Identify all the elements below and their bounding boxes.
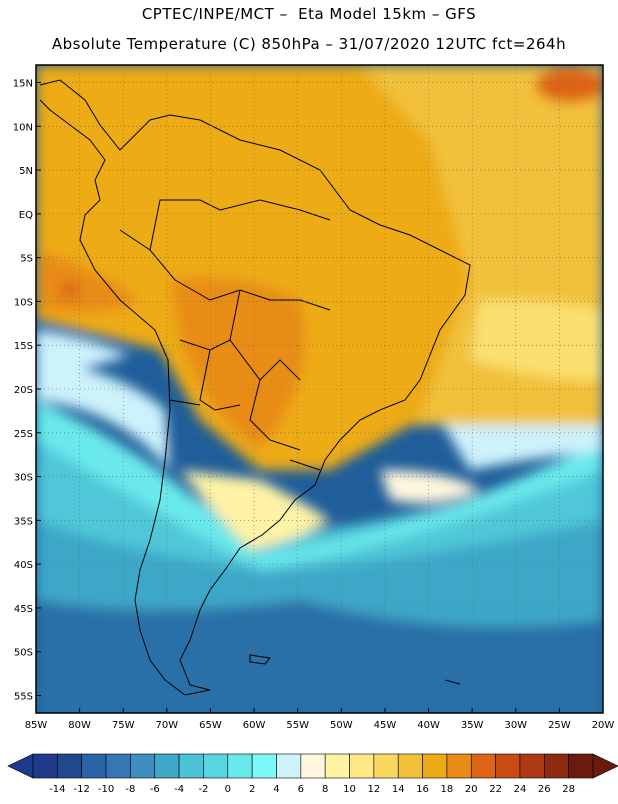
colorbar-label: 28 — [562, 784, 575, 795]
colorbar-label: -10 — [98, 784, 114, 795]
lat-label: 50S — [14, 648, 33, 659]
colorbar-label: -4 — [174, 784, 184, 795]
colorbar-swatch — [105, 753, 131, 779]
colorbar: -14 -12 -10 -8 -6 -4 -2 0 2 4 6 8 10 12 14 16 18 20 22 24 26… — [7, 753, 618, 795]
colorbar-swatch — [470, 753, 496, 779]
lon-label: 70W — [156, 720, 179, 731]
colorbar-swatch — [519, 753, 545, 779]
colorbar-swatch — [446, 753, 472, 779]
colorbar-label: 8 — [322, 784, 328, 795]
lon-label: 75W — [112, 720, 135, 731]
lon-label: 30W — [504, 720, 527, 731]
colorbar-label: 6 — [298, 784, 304, 795]
colorbar-label: 24 — [514, 784, 527, 795]
lon-label: 35W — [461, 720, 484, 731]
lat-label: 5N — [19, 166, 33, 177]
lat-label: 10S — [14, 297, 33, 308]
colorbar-swatch — [227, 753, 253, 779]
colorbar-swatch — [178, 753, 204, 779]
colorbar-swatch — [397, 753, 423, 779]
lon-label: 55W — [286, 720, 309, 731]
colorbar-swatch — [57, 753, 82, 779]
colorbar-swatch — [130, 753, 156, 779]
colorbar-swatch — [495, 753, 521, 779]
colorbar-swatch — [276, 753, 302, 779]
lon-label: 65W — [199, 720, 222, 731]
axis-ticks: 15N 10N 5N EQ 5S 10S 15S 20S 25S 30S 35S 40S 45S 50S 5… — [13, 79, 615, 731]
lat-label: 35S — [14, 516, 33, 527]
colorbar-label: -6 — [150, 784, 160, 795]
colorbar-swatch — [568, 753, 594, 779]
colorbar-label: 18 — [441, 784, 454, 795]
south-georgia — [444, 679, 461, 685]
colorbar-swatch — [32, 753, 58, 779]
colorbar-swatch — [324, 753, 350, 779]
lon-label: 50W — [330, 720, 353, 731]
graticule — [35, 65, 604, 713]
lon-label: 25W — [548, 720, 571, 731]
colorbar-swatch — [251, 753, 277, 779]
colorbar-swatch — [203, 753, 229, 779]
lat-label: EQ — [19, 210, 33, 221]
colorbar-label: 12 — [368, 784, 381, 795]
lat-label: 30S — [14, 473, 33, 484]
colorbar-label: -8 — [125, 784, 135, 795]
coastlines — [39, 79, 471, 696]
colorbar-swatch — [544, 753, 569, 779]
chart-title-line-2: Absolute Temperature (C) 850hPa – 31/07/… — [51, 35, 567, 53]
lon-label: 80W — [68, 720, 91, 731]
lat-label: 15N — [13, 79, 33, 90]
colorbar-label: 4 — [273, 784, 279, 795]
colorbar-label: 14 — [392, 784, 405, 795]
lat-label: 10N — [13, 122, 33, 133]
lat-label: 45S — [14, 604, 33, 615]
lon-label: 40W — [417, 720, 440, 731]
colorbar-label: -12 — [74, 784, 90, 795]
lat-label: 5S — [20, 254, 33, 265]
colorbar-label: -2 — [198, 784, 208, 795]
colorbar-label: 22 — [489, 784, 502, 795]
south-america-coastline — [39, 79, 471, 696]
temperature-field — [36, 65, 603, 713]
colorbar-swatch — [373, 753, 399, 779]
colorbar-swatch — [422, 753, 448, 779]
colorbar-swatch — [300, 753, 326, 779]
lat-label: 55S — [14, 691, 33, 702]
colorbar-label: 10 — [343, 784, 356, 795]
lon-label: 20W — [592, 720, 615, 731]
colorbar-over-arrow — [592, 753, 618, 779]
falklands — [249, 654, 271, 665]
lat-label: 20S — [14, 385, 33, 396]
colorbar-label: 26 — [538, 784, 551, 795]
lon-label: 85W — [25, 720, 48, 731]
lat-label: 40S — [14, 560, 33, 571]
colorbar-swatch — [349, 753, 375, 779]
lat-label: 25S — [14, 429, 33, 440]
lat-label: 15S — [14, 341, 33, 352]
colorbar-under-arrow — [7, 753, 34, 779]
colorbar-label: 16 — [416, 784, 429, 795]
colorbar-swatch — [154, 753, 180, 779]
colorbar-label: 2 — [249, 784, 255, 795]
chart-title-line-1: CPTEC/INPE/MCT – Eta Model 15km – GFS — [141, 5, 477, 23]
colorbar-label: 0 — [225, 784, 231, 795]
lon-label: 60W — [243, 720, 266, 731]
country-borders — [119, 199, 331, 471]
colorbar-label: -14 — [49, 784, 65, 795]
colorbar-label: 20 — [465, 784, 478, 795]
lon-label: 45W — [374, 720, 397, 731]
colorbar-swatch — [81, 753, 107, 779]
